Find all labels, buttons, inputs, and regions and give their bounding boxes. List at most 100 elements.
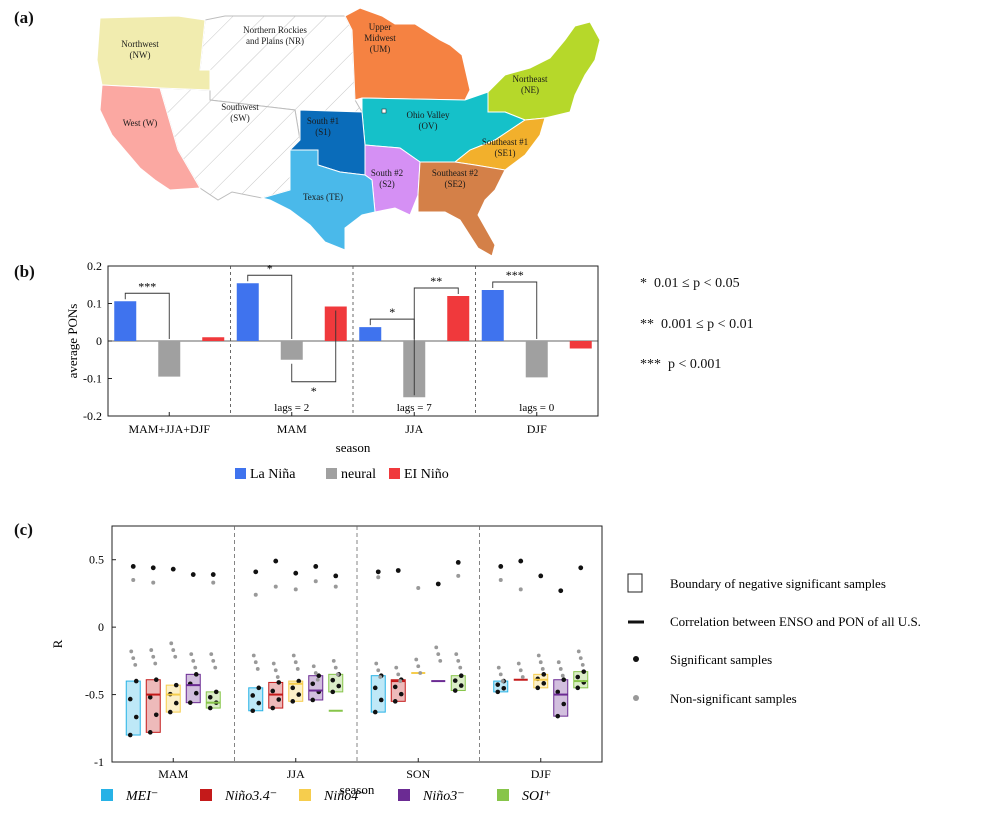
- c-sig-point-0-3-0: [495, 689, 501, 695]
- c-sig-point-1-2-1: [398, 691, 404, 697]
- p-legend-1-text: 0.01 ≤ p < 0.05: [654, 276, 740, 291]
- c-sig-point-3-0-1: [193, 690, 199, 696]
- b-legend-label-2: EI Niño: [404, 467, 449, 482]
- c-mid-nonsig-1-0-2: [153, 661, 158, 666]
- b-ytick-label-2: 0: [96, 334, 102, 348]
- c-rlegend-label-3: Non-significant samples: [670, 691, 797, 706]
- c-xtick-label-2: SON: [406, 767, 430, 781]
- b-bracket-5: [492, 281, 538, 339]
- c-mid-nonsig-4-0-1: [211, 658, 216, 663]
- b-ylabel: average PONs: [65, 304, 80, 379]
- c-sig-point-4-2-0: [452, 688, 458, 693]
- map-label-um-line2: Midwest: [364, 33, 396, 43]
- c-legend-label-2: Niño4⁻: [323, 789, 366, 804]
- c-mid-nonsig-2-3-1: [538, 660, 543, 665]
- b-lags-label-3: lags = 0: [519, 402, 554, 414]
- b-bracket-stars-0: ***: [138, 279, 156, 293]
- c-sig-point-2-3-0: [535, 685, 541, 691]
- c-xtick-label-1: JJA: [287, 767, 305, 781]
- b-bar-la-niña-1: [236, 283, 259, 341]
- c-box-4-2: [450, 675, 466, 692]
- c-mid-nonsig-1-0-1: [151, 654, 156, 659]
- c-mid-nonsig-3-0-2: [193, 665, 198, 670]
- map-label-sw: Southwest (SW): [221, 102, 259, 123]
- c-top-sig-1-3: [518, 558, 524, 564]
- map-label-ne-line1: Northeast: [513, 74, 548, 84]
- map-label-nr-line2: and Plains (NR): [246, 36, 304, 46]
- c-mid-nonsig-1-2-1: [396, 672, 401, 677]
- c-sig-point-0-0-1: [133, 714, 139, 720]
- c-top-sig-3-1: [313, 564, 319, 569]
- map-label-s1-line2: (S1): [315, 127, 331, 137]
- c-box-4-1: [328, 673, 344, 693]
- c-sig-point-4-0-0: [207, 705, 213, 711]
- map-label-se1-line2: (SE1): [495, 148, 516, 158]
- b-xlabel: season: [336, 440, 371, 455]
- c-box-0-1: [248, 687, 264, 712]
- c-box-4-3: [573, 671, 589, 689]
- c-top-nonsig-0-2: [376, 575, 381, 580]
- c-sig-point-0-1-2: [250, 693, 256, 698]
- c-top-nonsig-2-1: [293, 587, 298, 592]
- c-top-sig-0-3: [498, 564, 504, 569]
- map-label-s2-line2: (S2): [379, 179, 395, 189]
- c-sig-point-4-1-2: [330, 677, 336, 683]
- c-rlegend-label-1: Correlation between ENSO and PON of all …: [670, 614, 921, 629]
- c-mid-nonsig-2-0-0: [169, 641, 174, 646]
- c-mid-nonsig-1-1-1: [273, 668, 278, 673]
- c-mid-nonsig-3-2-2: [438, 658, 443, 663]
- c-sig-point-2-1-1: [296, 692, 302, 697]
- c-top-sig-2-1: [293, 570, 299, 576]
- c-mid-nonsig-0-2-2: [378, 675, 383, 679]
- map-label-nw: Northwest (NW): [121, 39, 159, 60]
- c-sig-point-4-3-3: [581, 669, 587, 674]
- b-bracket-1: [247, 274, 293, 339]
- c-top-sig-3-2: [435, 581, 441, 587]
- c-sig-point-0-1-0: [250, 708, 256, 714]
- c-sig-point-1-2-2: [392, 684, 398, 690]
- c-xtick-label-3: DJF: [531, 767, 551, 781]
- p-legend-2-stars: **: [640, 317, 654, 332]
- p-legend-3-stars: ***: [640, 357, 661, 372]
- c-top-nonsig-4-2: [456, 573, 461, 578]
- map-label-nr-line1: Northern Rockies: [243, 25, 307, 35]
- b-lags-label-1: lags = 2: [274, 402, 309, 414]
- map-label-ov-line2: (OV): [419, 121, 438, 131]
- c-mid-nonsig-1-3-2: [520, 675, 525, 679]
- c-sig-point-4-1-0: [330, 689, 336, 695]
- c-mid-nonsig-0-0-2: [133, 663, 138, 667]
- c-sig-point-1-0-2: [147, 694, 153, 700]
- p-legend-2-text: 0.001 ≤ p < 0.01: [661, 317, 754, 332]
- c-mid-nonsig-4-2-2: [458, 665, 463, 670]
- p-legend-3-text: p < 0.001: [668, 357, 722, 372]
- c-sig-point-2-1-2: [290, 685, 296, 691]
- c-ytick-label-2: 0: [98, 620, 104, 634]
- c-box-0-2: [370, 675, 386, 713]
- c-rlegend-label-0: Boundary of negative significant samples: [670, 576, 886, 591]
- c-top-nonsig-4-0: [211, 580, 216, 585]
- b-xtick-label-2: JJA: [405, 422, 423, 436]
- c-sig-point-1-0-0: [147, 730, 153, 735]
- c-top-nonsig-0-0: [131, 577, 136, 582]
- c-mid-nonsig-0-1-2: [255, 667, 260, 671]
- b-bar-neutral-0: [158, 341, 181, 377]
- c-mid-nonsig-2-0-2: [173, 654, 178, 659]
- c-top-nonsig-0-1: [253, 592, 258, 597]
- c-legend-swatch-2: [299, 789, 311, 801]
- c-top-sig-3-0: [190, 572, 196, 577]
- c-mid-nonsig-0-1-0: [251, 653, 256, 658]
- c-mid-nonsig-0-1-1: [253, 660, 258, 665]
- c-top-sig-3-3: [558, 588, 564, 594]
- c-sig-point-1-1-2: [270, 688, 276, 694]
- c-mid-nonsig-3-2-0: [434, 645, 439, 650]
- map-region-w: [99, 84, 201, 191]
- c-top-nonsig-2-2: [416, 586, 421, 591]
- map-label-s1: South #1 (S1): [307, 116, 339, 137]
- c-sig-point-0-3-1: [501, 685, 507, 691]
- c-mid-nonsig-4-3-0: [576, 649, 581, 654]
- p-legend-3: *** p < 0.001: [640, 357, 721, 373]
- b-bracket-4: [413, 287, 459, 396]
- c-mid-nonsig-1-2-2: [398, 679, 403, 683]
- b-bar-el-niño-0: [202, 337, 225, 341]
- c-box-3-0: [185, 673, 201, 704]
